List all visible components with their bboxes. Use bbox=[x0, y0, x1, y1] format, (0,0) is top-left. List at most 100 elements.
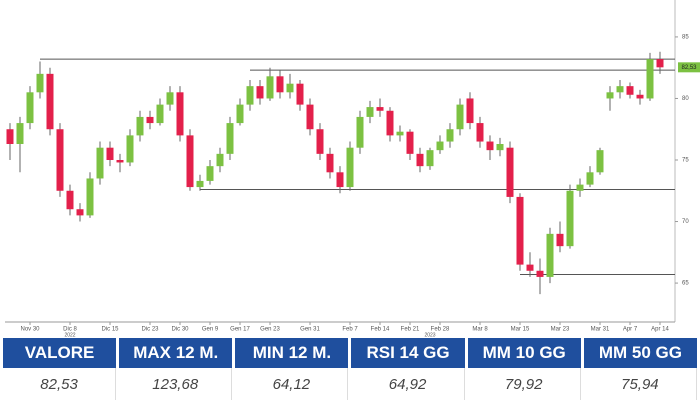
candle-body bbox=[546, 233, 554, 277]
candle-body bbox=[46, 73, 54, 130]
candle-body bbox=[326, 153, 334, 173]
x-tick-label: Apr 14 bbox=[651, 327, 669, 333]
x-tick-label: Feb 21 bbox=[401, 327, 420, 333]
value-cell: 123,68 bbox=[119, 368, 233, 400]
x-tick-label: Mar 8 bbox=[472, 327, 488, 333]
candle-body bbox=[116, 160, 124, 163]
header-cell: MIN 12 M. bbox=[235, 338, 349, 368]
candle-body bbox=[166, 92, 174, 105]
candle-body bbox=[226, 123, 234, 154]
candle-body bbox=[506, 147, 514, 197]
candle-body bbox=[266, 76, 274, 99]
y-tick-label: 75 bbox=[682, 158, 689, 164]
x-tick-label: Gen 23 bbox=[260, 327, 280, 333]
x-tick-label: Gen 9 bbox=[202, 327, 219, 333]
candle-body bbox=[556, 233, 564, 247]
candle-body bbox=[456, 104, 464, 130]
candle-body bbox=[626, 86, 634, 95]
candle-body bbox=[616, 86, 624, 93]
x-tick-label: Dic 23 bbox=[141, 327, 159, 333]
candle-body bbox=[356, 116, 364, 148]
candle-body bbox=[276, 76, 284, 93]
y-tick-label: 65 bbox=[682, 281, 689, 287]
value-cell: 82,53 bbox=[3, 368, 117, 400]
candle-body bbox=[316, 129, 324, 154]
candle-body bbox=[486, 141, 494, 151]
y-tick-label: 80 bbox=[682, 96, 689, 102]
candle-body bbox=[6, 129, 14, 144]
x-tick-label: Gen 31 bbox=[300, 327, 320, 333]
candle-body bbox=[406, 131, 414, 154]
y-tick-label: 85 bbox=[682, 35, 689, 41]
x-tick-label: Apr 7 bbox=[623, 327, 638, 333]
candle-body bbox=[536, 270, 544, 277]
candle-body bbox=[106, 147, 114, 160]
candle-body bbox=[566, 190, 574, 247]
candle-body bbox=[186, 135, 194, 188]
candle-body bbox=[146, 116, 154, 124]
last-price-tag bbox=[678, 62, 700, 73]
header-cell: VALORE bbox=[3, 338, 117, 368]
header-cell: RSI 14 GG bbox=[351, 338, 465, 368]
stats-table: VALORE MAX 12 M. MIN 12 M. RSI 14 GG MM 10 G… bbox=[0, 338, 700, 400]
candle-body bbox=[636, 94, 644, 99]
candle-body bbox=[586, 172, 594, 185]
candle-body bbox=[206, 166, 214, 181]
candle-body bbox=[136, 116, 144, 136]
candle-body bbox=[256, 86, 264, 99]
candle-body bbox=[26, 92, 34, 124]
candle-body bbox=[446, 129, 454, 142]
candle-body bbox=[646, 59, 654, 99]
candle-body bbox=[516, 196, 524, 265]
header-row: VALORE MAX 12 M. MIN 12 M. RSI 14 GG MM 10 G… bbox=[3, 338, 697, 368]
candle-body bbox=[16, 123, 24, 144]
candle-body bbox=[96, 147, 104, 179]
value-cell: 64,12 bbox=[235, 368, 349, 400]
candle-body bbox=[196, 180, 204, 188]
candle-body bbox=[346, 147, 354, 188]
candle-body bbox=[286, 83, 294, 93]
candle-body bbox=[246, 86, 254, 105]
candle-body bbox=[656, 59, 664, 68]
candle-body bbox=[366, 107, 374, 117]
candle-body bbox=[396, 131, 404, 136]
x-tick-label: Dic 8 bbox=[63, 327, 77, 333]
candle-body bbox=[376, 107, 384, 111]
candle-body bbox=[216, 153, 224, 167]
candle-body bbox=[576, 184, 584, 191]
candle-body bbox=[306, 104, 314, 130]
candle-body bbox=[36, 73, 44, 93]
candle-body bbox=[426, 150, 434, 167]
candle-body bbox=[236, 104, 244, 124]
y-tick-label: 70 bbox=[682, 219, 689, 225]
last-price-label: 82,53 bbox=[681, 65, 697, 71]
x-tick-label: Gen 17 bbox=[230, 327, 250, 333]
value-cell: 75,94 bbox=[584, 368, 697, 400]
header-cell: MM 10 GG bbox=[467, 338, 581, 368]
x-tick-label: Mar 23 bbox=[551, 327, 570, 333]
value-cell: 79,92 bbox=[468, 368, 581, 400]
x-tick-label: Nov 30 bbox=[20, 327, 40, 333]
x-tick-label: Feb 14 bbox=[371, 327, 390, 333]
candle-body bbox=[596, 150, 604, 173]
candle-body bbox=[496, 144, 504, 151]
candle-body bbox=[156, 104, 164, 124]
value-cell: 64,92 bbox=[351, 368, 465, 400]
candle-body bbox=[476, 123, 484, 142]
candle-body bbox=[176, 92, 184, 136]
header-cell: MM 50 GG bbox=[583, 338, 697, 368]
candle-body bbox=[606, 92, 614, 99]
x-tick-label: Feb 28 bbox=[431, 327, 450, 333]
candle-body bbox=[126, 135, 134, 163]
header-cell: MAX 12 M. bbox=[119, 338, 233, 368]
candle-body bbox=[296, 83, 304, 105]
value-row: 82,53 123,68 64,12 64,92 79,92 75,94 bbox=[3, 368, 697, 400]
candle-body bbox=[76, 209, 84, 216]
candle-body bbox=[466, 98, 474, 124]
x-tick-label: Dic 15 bbox=[101, 327, 119, 333]
x-tick-label: Mar 15 bbox=[511, 327, 530, 333]
year-label: 2022 bbox=[64, 332, 75, 338]
candle-body bbox=[526, 264, 534, 271]
year-label: 2023 bbox=[424, 332, 435, 338]
